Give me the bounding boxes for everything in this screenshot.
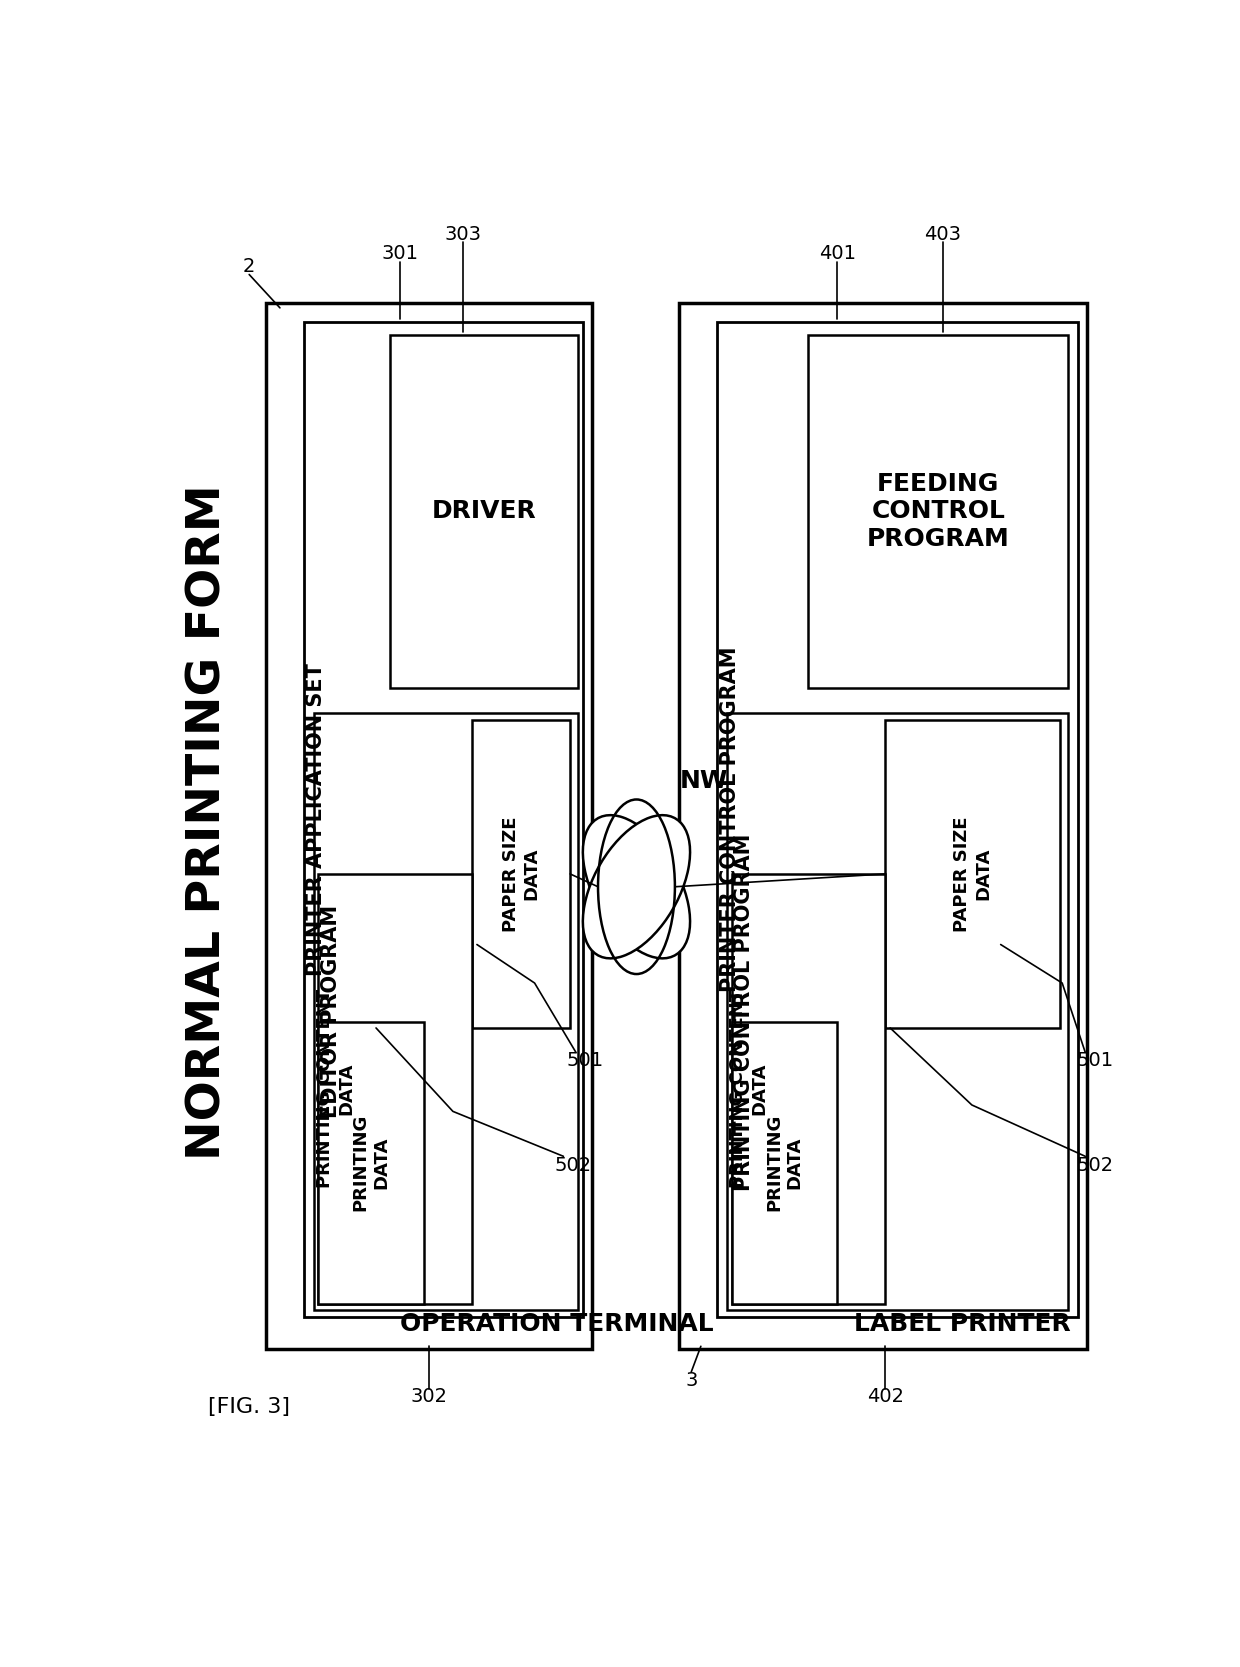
Text: PRINTING CONTENT
DATA: PRINTING CONTENT DATA bbox=[316, 989, 355, 1189]
Text: NW: NW bbox=[680, 768, 728, 793]
Text: LABEL PRINTER: LABEL PRINTER bbox=[854, 1312, 1071, 1335]
Text: PRINTING CONTROL PROGRAM: PRINTING CONTROL PROGRAM bbox=[734, 834, 754, 1190]
Bar bbox=[391, 335, 578, 688]
Text: 2: 2 bbox=[243, 257, 255, 277]
Text: 501: 501 bbox=[567, 1050, 604, 1070]
Bar bbox=[732, 874, 885, 1304]
Text: EDITOR PROGRAM: EDITOR PROGRAM bbox=[321, 905, 341, 1119]
Text: PRINTING
DATA: PRINTING DATA bbox=[352, 1114, 391, 1212]
Text: PRINTER CONTROL PROGRAM: PRINTER CONTROL PROGRAM bbox=[719, 647, 740, 992]
Bar bbox=[319, 874, 472, 1304]
Bar bbox=[808, 335, 1068, 688]
Text: 3: 3 bbox=[684, 1372, 697, 1390]
Text: PRINTER APPLICATION SET: PRINTER APPLICATION SET bbox=[306, 663, 326, 975]
Ellipse shape bbox=[583, 815, 691, 959]
Text: 502: 502 bbox=[554, 1155, 591, 1175]
Ellipse shape bbox=[583, 815, 691, 959]
Bar bbox=[717, 322, 1078, 1317]
Text: 501: 501 bbox=[1076, 1050, 1114, 1070]
Bar bbox=[885, 720, 1060, 1029]
Text: FEEDING
CONTROL
PROGRAM: FEEDING CONTROL PROGRAM bbox=[867, 472, 1009, 552]
Text: [FIG. 3]: [FIG. 3] bbox=[208, 1397, 290, 1417]
Bar bbox=[727, 713, 1068, 1310]
Text: 301: 301 bbox=[382, 245, 419, 263]
Text: 403: 403 bbox=[925, 225, 961, 243]
Bar bbox=[314, 713, 578, 1310]
Text: PRINTING
DATA: PRINTING DATA bbox=[765, 1114, 804, 1212]
Bar bbox=[472, 720, 570, 1029]
Text: 303: 303 bbox=[444, 225, 481, 243]
Text: DRIVER: DRIVER bbox=[432, 500, 537, 523]
Bar bbox=[265, 303, 593, 1349]
Bar bbox=[732, 1022, 837, 1304]
Bar bbox=[678, 303, 1087, 1349]
Text: NORMAL PRINTING FORM: NORMAL PRINTING FORM bbox=[185, 485, 231, 1160]
Bar bbox=[319, 1022, 424, 1304]
Bar bbox=[304, 322, 583, 1317]
Text: PAPER SIZE
DATA: PAPER SIZE DATA bbox=[502, 817, 541, 932]
Text: PRINTING CONTENT
DATA: PRINTING CONTENT DATA bbox=[729, 989, 769, 1189]
Text: 302: 302 bbox=[410, 1387, 448, 1405]
Text: PAPER SIZE
DATA: PAPER SIZE DATA bbox=[954, 817, 992, 932]
Text: 401: 401 bbox=[818, 245, 856, 263]
Text: 502: 502 bbox=[1076, 1155, 1114, 1175]
Text: OPERATION TERMINAL: OPERATION TERMINAL bbox=[401, 1312, 714, 1335]
Text: 402: 402 bbox=[867, 1387, 904, 1405]
